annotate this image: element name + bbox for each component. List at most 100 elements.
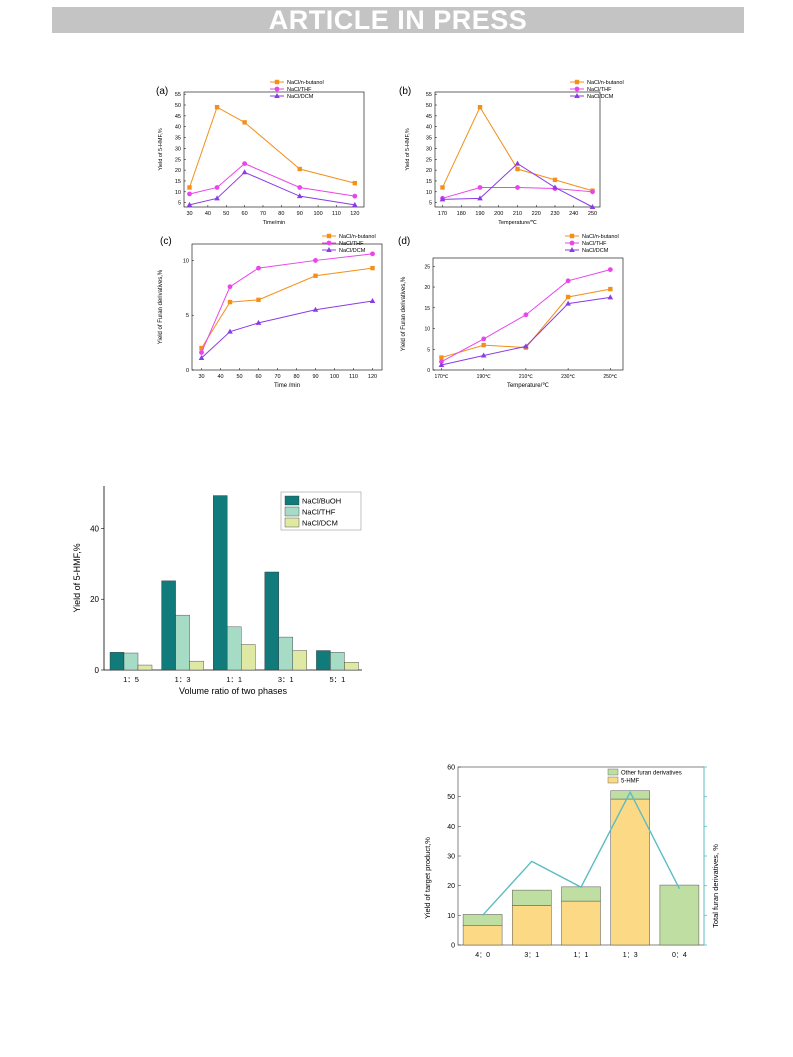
y-tick-label: 30 xyxy=(447,854,455,861)
x-tick-label: 70 xyxy=(260,211,266,217)
data-point xyxy=(187,191,192,197)
x-tick-label: 210 xyxy=(513,211,522,217)
legend-label: NaCl/BuOH xyxy=(302,497,341,506)
x-tick-label: 1：1 xyxy=(226,675,242,684)
data-point xyxy=(352,193,358,199)
y-tick-label: 50 xyxy=(175,103,181,109)
plot-frame xyxy=(191,243,383,371)
y-tick-label: 25 xyxy=(424,264,430,270)
data-point xyxy=(255,319,262,325)
x-tick-label: 180 xyxy=(457,211,466,217)
y-tick-label: 20 xyxy=(424,285,430,291)
legend-swatch xyxy=(284,495,300,506)
bar xyxy=(175,614,190,671)
y-tick-label: 5 xyxy=(178,201,181,207)
data-point xyxy=(370,251,375,257)
y-tick-label: 30 xyxy=(175,146,181,152)
legend-marker xyxy=(574,79,580,85)
y-tick-label: 0 xyxy=(427,368,430,374)
x-tick-label: 90 xyxy=(297,211,303,217)
stacked-bar-segment xyxy=(610,798,650,946)
y-tick-label: 40 xyxy=(426,125,432,131)
y-axis-label: Yield of Furan derivatives,% xyxy=(401,276,407,351)
bar xyxy=(344,662,359,671)
x-tick-label: 1：5 xyxy=(123,675,139,684)
data-point xyxy=(242,161,248,167)
legend-label: NaCl/n-butanol xyxy=(339,234,376,240)
legend-label: 5-HMF xyxy=(621,779,640,785)
y-tick-label: 40 xyxy=(90,524,99,533)
bar xyxy=(137,664,153,671)
stacked-bar-segment xyxy=(512,889,552,906)
x-tick-label: 210℃ xyxy=(519,374,533,380)
x-axis-label: Temperature/℃ xyxy=(498,220,537,226)
data-point xyxy=(256,297,261,303)
y-tick-label: 20 xyxy=(426,168,432,174)
data-point xyxy=(227,299,233,305)
legend-label: NaCl/n-butanol xyxy=(587,80,624,86)
y-tick-label: 60 xyxy=(447,765,455,772)
chart-b-temperature-vs-5hmf: (b) 5 10 15 20 25 30 35 40 45 50 55 170 180 190 200 210 2… xyxy=(399,79,624,226)
x-tick-label: 3：1 xyxy=(278,675,294,684)
data-point xyxy=(256,265,261,271)
y-tick-label: 40 xyxy=(447,824,455,831)
bar xyxy=(278,636,294,671)
x-tick-label: 230℃ xyxy=(561,374,575,380)
chart-a-time-vs-5hmf: (a) 5 10 15 20 25 30 35 40 45 50 55 30 40 50 60 70 80 90 10… xyxy=(156,79,365,226)
y-tick-label: 35 xyxy=(175,136,181,142)
series-line-3 xyxy=(201,300,373,359)
bar xyxy=(264,571,280,671)
x-axis-label: Time /min xyxy=(274,383,300,389)
legend-label: NaCl/THF xyxy=(339,241,364,247)
data-point xyxy=(214,185,220,190)
y-tick-label: 55 xyxy=(175,92,181,98)
data-point xyxy=(552,177,558,183)
data-point xyxy=(477,195,483,201)
x-tick-label: 30 xyxy=(198,374,204,380)
y-tick-label: 25 xyxy=(175,157,181,163)
data-point xyxy=(198,354,205,360)
x-tick-label: 120 xyxy=(350,211,359,217)
y-tick-label: 10 xyxy=(447,913,455,920)
data-point xyxy=(607,267,613,273)
data-point xyxy=(199,350,204,355)
legend-marker xyxy=(274,93,280,98)
x-tick-label: 0：4 xyxy=(672,952,687,959)
article-in-press-banner: ARTICLE IN PRESS xyxy=(52,7,744,34)
bar xyxy=(161,580,176,671)
plot-frame xyxy=(432,257,624,371)
panel-label: (d) xyxy=(398,236,410,247)
y-tick-label: 30 xyxy=(426,146,432,152)
legend-swatch xyxy=(607,776,619,784)
x-tick-label: 50 xyxy=(236,374,242,380)
stacked-bar-segment xyxy=(561,886,601,902)
legend-label: NaCl/DCM xyxy=(287,94,314,100)
y-tick-label: 0 xyxy=(95,666,100,675)
x-tick-label: 190 xyxy=(475,211,484,217)
data-point xyxy=(565,294,571,300)
data-point xyxy=(296,193,303,199)
series-line-1 xyxy=(201,267,373,349)
y-tick-label: 20 xyxy=(90,595,99,604)
chart-d-temperature-vs-furan: (d) 0 5 10 15 20 25 170℃ 190℃ 210℃ 230℃ 250℃ Tempera… xyxy=(398,233,624,389)
y-tick-label: 20 xyxy=(447,883,455,890)
legend-label: Other furan derivatives xyxy=(621,771,682,777)
stacked-bar-segment xyxy=(659,884,700,946)
data-point xyxy=(607,294,614,300)
data-point xyxy=(438,362,445,368)
series-line-1 xyxy=(442,106,593,192)
panel-label: (c) xyxy=(160,236,172,247)
x-tick-label: 100 xyxy=(330,374,339,380)
legend-label: NaCl/n-butanol xyxy=(287,80,324,86)
y-tick-label: 50 xyxy=(447,794,455,801)
y-tick-label: 45 xyxy=(426,114,432,120)
x-tick-label: 1：3 xyxy=(623,952,638,959)
x-tick-label: 90 xyxy=(312,374,318,380)
data-point xyxy=(515,185,520,190)
data-point xyxy=(352,180,358,186)
data-point xyxy=(227,284,233,290)
y-tick-label: 15 xyxy=(175,179,181,185)
y-tick-label: 55 xyxy=(426,92,432,98)
data-point xyxy=(242,120,247,125)
legend-label: NaCl/THF xyxy=(582,241,607,247)
